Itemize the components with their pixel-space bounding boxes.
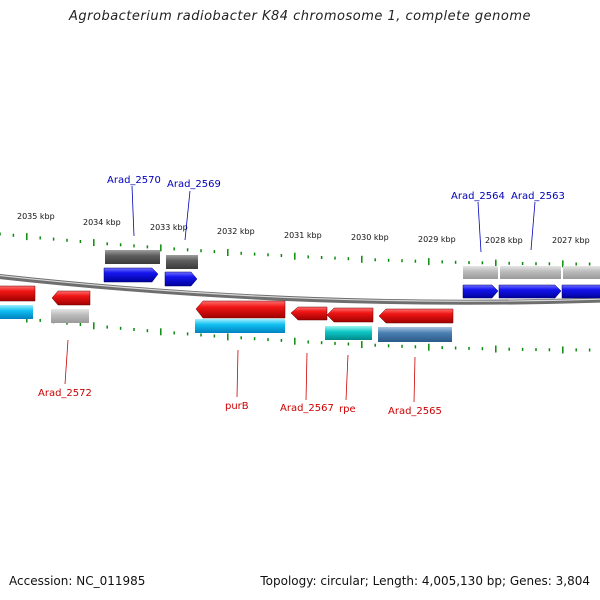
gene-callout-line [477, 201, 482, 253]
gene-callout-line [413, 356, 416, 403]
gene-label-rpe[interactable]: rpe [339, 404, 356, 415]
chromosome-backbone-highlight [0, 274, 600, 302]
gene-callout-line [236, 349, 239, 398]
forward-gene-arrow[interactable] [498, 284, 562, 299]
forward-gene-arrow[interactable] [561, 284, 600, 299]
forward-gene-arrow[interactable] [164, 271, 198, 287]
reverse-gene-arrow[interactable] [195, 300, 286, 319]
gene-label-arad-2565[interactable]: Arad_2565 [388, 406, 442, 417]
ruler-label: 2031 kbp [284, 231, 322, 240]
gene-label-purb[interactable]: purB [225, 401, 249, 412]
gene-callout-line [131, 185, 135, 237]
gene-label-arad-2572[interactable]: Arad_2572 [38, 388, 92, 399]
gene-label-arad-2569[interactable]: Arad_2569 [167, 179, 221, 190]
reverse-gene-arrow[interactable] [290, 306, 328, 321]
gene-label-arad-2570[interactable]: Arad_2570 [107, 175, 161, 186]
forward-gene-shade [500, 266, 561, 279]
forward-gene-shade [463, 266, 498, 279]
gene-callout-line [184, 190, 191, 241]
reverse-gene-shade [325, 326, 372, 340]
ruler-label: 2027 kbp [552, 236, 590, 245]
gene-label-arad-2564[interactable]: Arad_2564 [451, 191, 505, 202]
gene-callout-line [64, 339, 69, 385]
reverse-gene-arrow[interactable] [378, 308, 454, 324]
reverse-gene-arrow[interactable] [326, 307, 374, 323]
ruler-label: 2034 kbp [83, 218, 121, 227]
forward-gene-arrow[interactable] [103, 267, 159, 283]
ruler-upper [0, 232, 591, 268]
gene-callout-line [530, 201, 536, 251]
reverse-gene-arrow[interactable] [0, 285, 36, 302]
reverse-gene-shade [195, 319, 285, 333]
gene-callout-line [305, 352, 308, 401]
forward-gene-shade [563, 266, 600, 279]
chromosome-backbone [0, 274, 600, 305]
reverse-gene-shade [51, 309, 89, 323]
gene-label-arad-2563[interactable]: Arad_2563 [511, 191, 565, 202]
accession-text: Accession: NC_011985 [9, 574, 146, 588]
forward-gene-arrow[interactable] [462, 284, 499, 299]
ruler-label: 2032 kbp [217, 227, 255, 236]
gene-label-arad-2567[interactable]: Arad_2567 [280, 403, 334, 414]
reverse-gene-arrow[interactable] [51, 290, 91, 306]
ruler-label: 2028 kbp [485, 236, 523, 245]
ruler-lower [0, 314, 591, 354]
ruler-label: 2033 kbp [150, 223, 188, 232]
ruler-label: 2029 kbp [418, 235, 456, 244]
genome-stats-text: Topology: circular; Length: 4,005,130 bp… [260, 574, 590, 588]
gene-callout-line [345, 354, 349, 401]
forward-gene-shade [166, 255, 198, 269]
map-title: Agrobacterium radiobacter K84 chromosome… [69, 9, 531, 24]
forward-gene-shade [105, 250, 160, 264]
reverse-gene-shade [0, 305, 33, 319]
ruler-label: 2030 kbp [351, 233, 389, 242]
reverse-gene-shade [378, 327, 452, 342]
ruler-label: 2035 kbp [17, 212, 55, 221]
